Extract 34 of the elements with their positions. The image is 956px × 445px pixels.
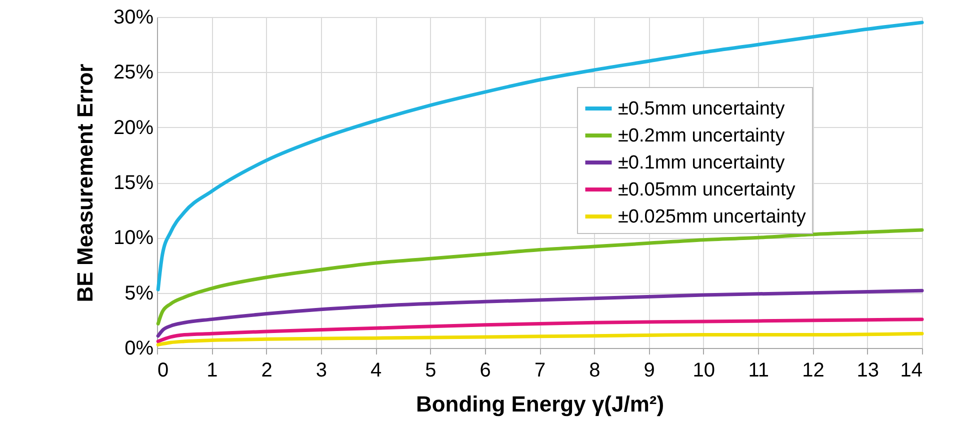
- line-series: [156, 332, 924, 346]
- x-tick-label: 2: [261, 360, 272, 382]
- legend-label: ±0.05mm uncertainty: [618, 180, 796, 200]
- line-series: [156, 20, 924, 292]
- y-axis-title: BE Measurement Error: [72, 63, 98, 302]
- x-tick-label: 8: [589, 360, 600, 382]
- x-tick-label: 7: [534, 360, 546, 382]
- x-tick-label: 5: [425, 360, 436, 382]
- line-series: [156, 318, 924, 344]
- line-series: [156, 288, 924, 338]
- y-tick-label: 10%: [113, 227, 154, 250]
- y-tick-label: 25%: [113, 62, 154, 84]
- legend-label: ±0.1mm uncertainty: [618, 152, 786, 174]
- x-tick-label: 9: [644, 360, 655, 382]
- y-tick-label: 5%: [124, 282, 154, 304]
- y-tick-label: 0%: [124, 338, 154, 360]
- x-tick-label: 6: [480, 360, 491, 382]
- x-tick-label: 0: [158, 360, 169, 382]
- legend-label: ±0.025mm uncertainty: [618, 206, 806, 228]
- x-tick-label: 4: [370, 360, 382, 382]
- legend-label: ±0.2mm uncertainty: [618, 126, 786, 146]
- legend-label: ±0.5mm uncertainty: [618, 98, 786, 120]
- y-tick-label: 15%: [113, 172, 154, 194]
- x-tick-label: 10: [692, 360, 716, 382]
- y-tick-label: 30%: [113, 6, 154, 28]
- x-tick-label: 12: [802, 360, 824, 382]
- x-tick-label: 1: [206, 360, 218, 382]
- x-axis-title: Bonding Energy γ(J/m²): [416, 392, 664, 416]
- x-tick-label: 13: [856, 360, 879, 382]
- x-tick-label: 3: [316, 360, 327, 382]
- x-tick-label: 11: [748, 360, 769, 382]
- y-tick-label: 20%: [113, 116, 154, 139]
- line-series: [156, 228, 924, 326]
- x-tick-label: 14: [900, 360, 922, 382]
